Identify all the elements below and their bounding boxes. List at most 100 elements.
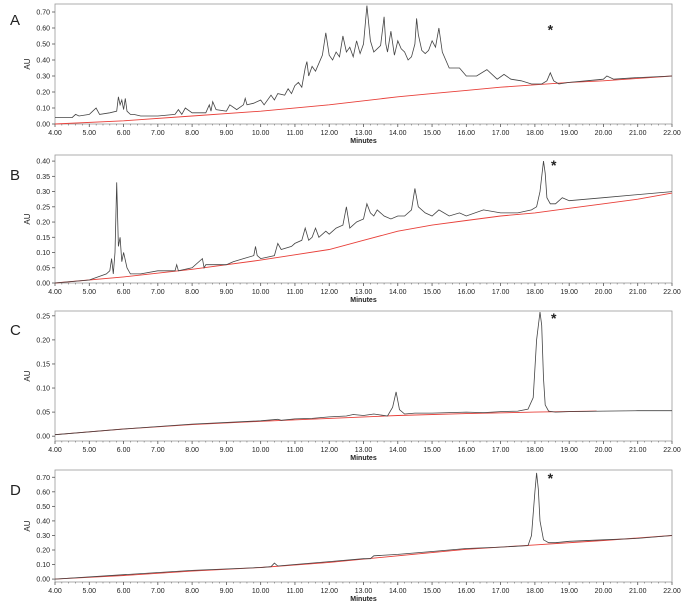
x-tick-label: 4.00 <box>48 588 62 595</box>
baseline-trace-line <box>54 75 673 125</box>
chart-panel-d: D 4.00 5.00 6.00 7.00 8.00 9.00 10.00 11.00 12.00… <box>10 469 681 601</box>
x-tick-label: 20.00 <box>595 130 613 137</box>
x-tick-label: 9.00 <box>220 289 234 296</box>
x-tick-label: 13.00 <box>355 289 373 296</box>
x-tick-label: 14.00 <box>389 447 407 454</box>
y-axis-label: AU <box>23 213 32 224</box>
x-tick-label: 14.00 <box>389 130 407 137</box>
x-tick-label: 17.00 <box>492 130 510 137</box>
y-tick-label: 0.25 <box>36 313 50 320</box>
peak-asterisk-annotation: * <box>548 470 554 486</box>
panel-label: C <box>10 322 21 339</box>
x-tick-label: 13.00 <box>355 447 373 454</box>
x-tick-label: 10.00 <box>252 447 270 454</box>
x-axis-label: Minutes <box>350 596 377 601</box>
x-tick-label: 20.00 <box>595 289 613 296</box>
x-tick-label: 17.00 <box>492 289 510 296</box>
y-tick-label: 0.20 <box>36 90 50 97</box>
x-tick-label: 16.00 <box>458 447 476 454</box>
x-tick-label: 6.00 <box>117 289 131 296</box>
x-tick-label: 6.00 <box>117 130 131 137</box>
y-axis-label: AU <box>23 58 32 69</box>
x-tick-label: 11.00 <box>286 447 303 454</box>
x-tick-label: 5.00 <box>82 447 96 454</box>
x-tick-label: 19.00 <box>560 588 578 595</box>
y-tick-label: 0.20 <box>36 337 50 344</box>
x-tick-label: 14.00 <box>389 588 407 595</box>
x-tick-label: 16.00 <box>458 289 476 296</box>
x-tick-label: 15.00 <box>423 289 441 296</box>
x-tick-label: 7.00 <box>151 447 165 454</box>
y-tick-label: 0.10 <box>36 386 50 393</box>
x-tick-label: 7.00 <box>151 130 165 137</box>
x-tick-label: 21.00 <box>629 447 647 454</box>
x-tick-label: 12.00 <box>320 130 338 137</box>
plot-frame <box>54 3 673 125</box>
x-tick-label: 17.00 <box>492 588 510 595</box>
y-tick-label: 0.05 <box>36 265 50 272</box>
x-tick-label: 11.00 <box>286 289 303 296</box>
sample-trace-line <box>54 311 672 436</box>
x-tick-label: 6.00 <box>117 447 131 454</box>
y-tick-label: 0.10 <box>36 106 50 113</box>
x-axis-label: Minutes <box>350 297 377 304</box>
y-tick-label: 0.30 <box>36 74 50 81</box>
peak-asterisk-annotation: * <box>551 310 557 326</box>
x-tick-label: 21.00 <box>629 289 647 296</box>
y-tick-label: 0.10 <box>36 250 50 257</box>
x-tick-label: 19.00 <box>560 289 578 296</box>
x-tick-label: 10.00 <box>252 289 270 296</box>
baseline-trace-line <box>54 192 673 284</box>
chart-panel-b: B 4.00 5.00 6.00 7.00 8.00 9.00 10.00 11.00 12.00… <box>10 154 681 304</box>
x-tick-label: 9.00 <box>220 588 234 595</box>
y-tick-label: 0.40 <box>36 518 50 525</box>
x-tick-label: 20.00 <box>595 588 613 595</box>
x-tick-label: 4.00 <box>48 447 62 454</box>
y-tick-label: 0.20 <box>36 548 50 555</box>
x-tick-label: 6.00 <box>117 588 131 595</box>
x-tick-label: 10.00 <box>252 588 270 595</box>
x-tick-label: 5.00 <box>82 588 96 595</box>
x-tick-label: 18.00 <box>526 130 544 137</box>
x-tick-label: 7.00 <box>151 588 165 595</box>
x-tick-label: 11.00 <box>286 130 303 137</box>
x-tick-label: 8.00 <box>185 447 199 454</box>
baseline-trace-line <box>54 410 597 436</box>
baseline-trace-line <box>54 535 673 580</box>
y-tick-label: 0.00 <box>36 577 50 584</box>
y-tick-label: 0.15 <box>36 235 50 242</box>
peak-asterisk-annotation: * <box>548 21 554 37</box>
x-tick-label: 21.00 <box>629 130 647 137</box>
x-tick-label: 15.00 <box>423 130 441 137</box>
x-tick-label: 8.00 <box>185 588 199 595</box>
x-tick-label: 22.00 <box>663 447 681 454</box>
x-tick-label: 7.00 <box>151 289 165 296</box>
y-tick-label: 0.40 <box>36 159 50 166</box>
x-tick-label: 16.00 <box>458 588 476 595</box>
x-tick-label: 5.00 <box>82 130 96 137</box>
x-axis-label: Minutes <box>350 138 377 145</box>
panel-label: D <box>10 482 21 499</box>
panel-label: B <box>10 167 20 184</box>
x-tick-label: 9.00 <box>220 447 234 454</box>
x-tick-label: 12.00 <box>320 588 338 595</box>
x-tick-label: 5.00 <box>82 289 96 296</box>
x-tick-label: 21.00 <box>629 588 647 595</box>
sample-trace-line <box>54 472 673 580</box>
y-tick-label: 0.00 <box>36 434 50 441</box>
y-tick-label: 0.20 <box>36 220 50 227</box>
y-tick-label: 0.40 <box>36 58 50 65</box>
x-tick-label: 13.00 <box>355 588 373 595</box>
peak-asterisk-annotation: * <box>551 157 557 173</box>
sample-trace-line <box>55 5 673 118</box>
plot-frame <box>54 469 673 583</box>
x-tick-label: 22.00 <box>663 289 681 296</box>
x-tick-label: 15.00 <box>423 588 441 595</box>
x-tick-label: 22.00 <box>663 130 681 137</box>
y-tick-label: 0.25 <box>36 204 50 211</box>
y-tick-label: 0.70 <box>36 10 50 17</box>
x-tick-label: 13.00 <box>355 130 373 137</box>
x-tick-label: 14.00 <box>389 289 407 296</box>
x-tick-label: 4.00 <box>48 289 62 296</box>
